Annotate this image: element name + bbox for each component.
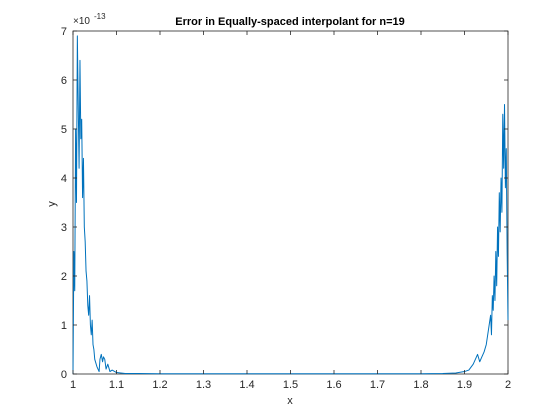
x-tick-label: 1.8: [413, 379, 428, 391]
y-tick-label: 1: [61, 320, 67, 332]
y-tick-label: 7: [61, 26, 67, 38]
x-tick-label: 1.4: [239, 379, 254, 391]
chart-title: Error in Equally-spaced interpolant for …: [175, 16, 405, 28]
x-tick-label: 1: [70, 379, 76, 391]
axes-frame: [72, 30, 509, 375]
y-tick-label: 4: [61, 173, 67, 185]
x-tick-label: 1.7: [370, 379, 385, 391]
x-axis-label: x: [287, 395, 293, 407]
y-tick-label: 2: [61, 271, 67, 283]
x-tick-label: 1.2: [152, 379, 167, 391]
y-axis-ticks: 0 1 2 3 4 5 6 7: [61, 26, 508, 381]
error-series-line: [72, 35, 509, 375]
y-tick-label: 0: [61, 369, 67, 381]
x-tick-label: 1.3: [196, 379, 211, 391]
axes-box: [72, 30, 509, 375]
x-tick-label: 1.9: [457, 379, 472, 391]
plot-line-group: [72, 35, 509, 375]
y-tick-label: 6: [61, 75, 67, 87]
y-axis-label: y: [46, 201, 58, 207]
x-tick-label: 1.1: [109, 379, 124, 391]
x-tick-label: 1.5: [283, 379, 298, 391]
y-tick-label: 3: [61, 222, 67, 234]
x-tick-label: 1.6: [326, 379, 341, 391]
y-axis-exponent-base: ×10: [73, 16, 90, 27]
x-axis-ticks: 1 1.1 1.2 1.3 1.4 1.5 1.6 1.7 1.8 1.9 2: [70, 31, 511, 391]
x-tick-label: 2: [505, 379, 511, 391]
y-tick-label: 5: [61, 124, 67, 136]
y-axis-exponent-power: -13: [94, 12, 106, 21]
